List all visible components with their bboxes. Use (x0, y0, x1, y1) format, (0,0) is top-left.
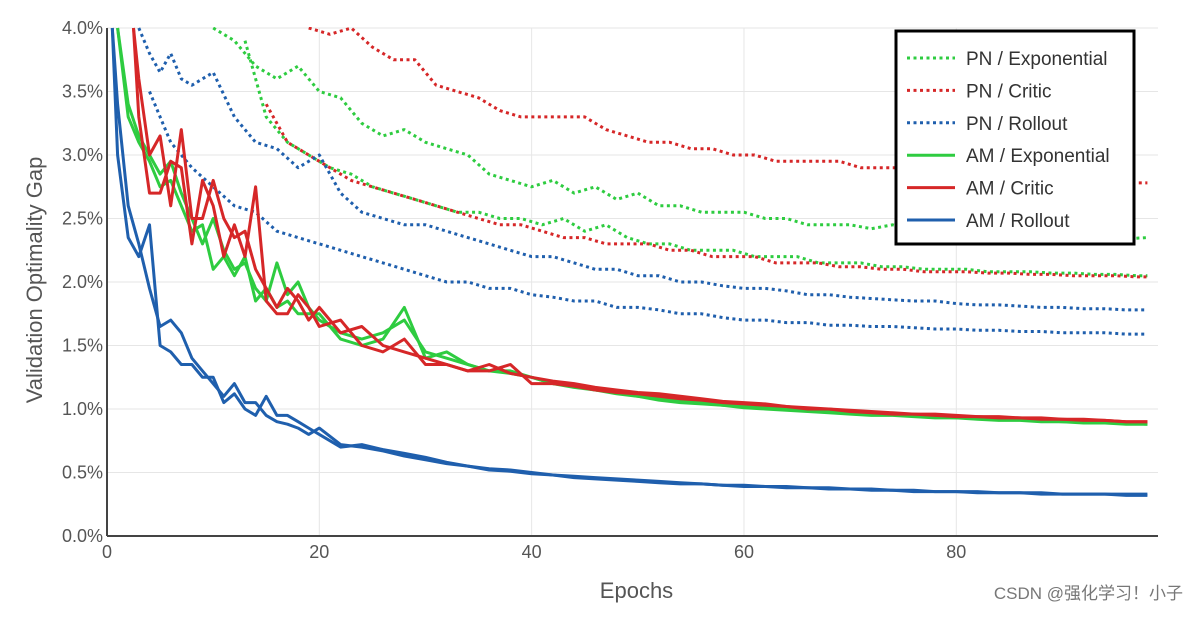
series-line (110, 27, 1148, 497)
watermark-text: CSDN @强化学习！小子 (994, 584, 1183, 603)
x-tick-label: 80 (946, 542, 966, 562)
y-tick-label: 0.0% (62, 526, 103, 546)
y-tick-label: 3.0% (62, 145, 103, 165)
series-line (212, 27, 1148, 242)
series-pn-rollout (137, 27, 1148, 336)
axes: 0.0% 0.5% 1.0% 1.5% 2.0% 2.5% 3.0% 3.5% 4.0% 0 20 4… (62, 18, 1158, 562)
x-tick-label: 60 (734, 542, 754, 562)
y-tick-label: 2.0% (62, 272, 103, 292)
series-lines (110, 27, 1148, 497)
y-tick-label: 4.0% (62, 18, 103, 38)
legend-item: AM / Critic (907, 179, 1054, 200)
series-line (132, 27, 1148, 424)
y-tick-label: 3.5% (62, 82, 103, 102)
legend-label: PN / Critic (966, 81, 1052, 102)
y-tick-label: 1.5% (62, 336, 103, 356)
legend-item: AM / Rollout (907, 211, 1070, 232)
y-tick-label: 1.0% (62, 399, 103, 419)
x-tick-label: 40 (522, 542, 542, 562)
x-axis-title: Epochs (600, 578, 673, 603)
legend-label: AM / Exponential (966, 146, 1110, 167)
legend-label: AM / Rollout (966, 211, 1070, 232)
series-line (264, 103, 1148, 279)
legend-box (894, 29, 1136, 246)
y-tick-label: 0.5% (62, 463, 103, 483)
legend-label: PN / Exponential (966, 49, 1108, 70)
y-tick-label: 2.5% (62, 209, 103, 229)
legend: PN / Exponential PN / Critic PN / Rollout A… (894, 29, 1136, 246)
series-line (148, 90, 1148, 336)
series-pn-exponential (212, 27, 1148, 278)
y-axis-title: Validation Optimality Gap (22, 157, 47, 404)
x-tick-label: 0 (102, 542, 112, 562)
legend-label: AM / Critic (966, 179, 1054, 200)
series-am-rollout (110, 27, 1148, 497)
legend-item: AM / Exponential (907, 146, 1110, 167)
legend-label: PN / Rollout (966, 114, 1068, 135)
legend-item: PN / Exponential (907, 49, 1108, 70)
legend-item: PN / Critic (907, 81, 1052, 102)
series-line (243, 40, 1148, 278)
series-am-critic (132, 27, 1148, 424)
legend-item: PN / Rollout (907, 114, 1068, 135)
x-tick-label: 20 (309, 542, 329, 562)
